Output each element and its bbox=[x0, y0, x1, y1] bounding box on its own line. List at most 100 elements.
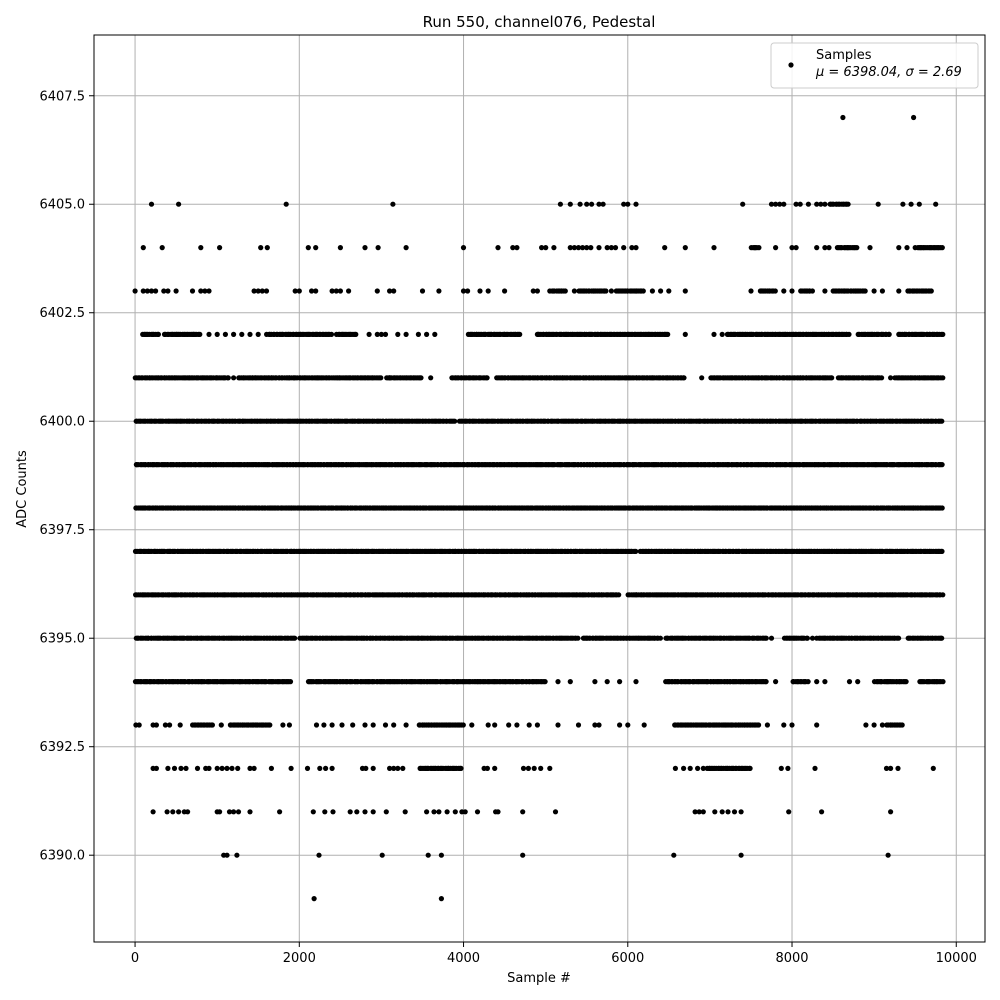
data-point bbox=[672, 765, 679, 772]
data-point bbox=[329, 722, 335, 728]
data-point bbox=[603, 288, 609, 294]
data-point bbox=[575, 635, 581, 641]
data-point bbox=[725, 809, 731, 815]
data-point bbox=[469, 722, 475, 728]
data-point bbox=[756, 722, 762, 728]
data-point bbox=[681, 765, 687, 772]
data-point bbox=[189, 288, 196, 294]
data-point bbox=[633, 679, 639, 685]
data-point bbox=[809, 635, 816, 641]
data-point bbox=[251, 288, 257, 294]
data-point bbox=[458, 765, 464, 772]
data-point bbox=[531, 765, 537, 772]
data-point bbox=[153, 722, 159, 728]
data-point bbox=[277, 809, 283, 815]
data-point bbox=[862, 288, 868, 294]
data-point bbox=[432, 331, 438, 337]
data-point bbox=[438, 896, 444, 902]
data-point bbox=[362, 722, 368, 728]
data-point bbox=[395, 331, 401, 337]
data-point bbox=[311, 896, 317, 902]
data-point bbox=[177, 722, 183, 728]
data-point bbox=[665, 331, 671, 337]
data-point bbox=[234, 852, 240, 858]
data-point bbox=[222, 331, 228, 337]
data-point bbox=[640, 288, 646, 294]
data-point bbox=[871, 722, 877, 728]
data-point bbox=[363, 765, 369, 772]
data-point bbox=[198, 288, 204, 294]
data-point bbox=[930, 765, 936, 772]
data-point bbox=[235, 765, 241, 772]
data-point bbox=[155, 331, 161, 337]
data-point bbox=[444, 809, 450, 815]
data-point bbox=[391, 722, 397, 728]
data-point bbox=[555, 679, 561, 685]
data-point bbox=[879, 375, 885, 381]
data-point bbox=[719, 331, 725, 337]
data-point bbox=[699, 375, 705, 381]
data-point bbox=[288, 765, 294, 772]
data-point bbox=[387, 765, 393, 772]
data-point bbox=[781, 722, 787, 728]
data-point bbox=[267, 722, 273, 728]
data-point bbox=[863, 722, 869, 728]
data-point bbox=[235, 809, 242, 815]
data-point bbox=[888, 809, 894, 815]
data-point bbox=[339, 722, 345, 728]
data-point bbox=[164, 809, 170, 815]
data-point bbox=[534, 722, 541, 728]
data-point bbox=[896, 331, 902, 337]
data-point bbox=[214, 331, 220, 337]
data-point bbox=[888, 765, 894, 772]
data-point bbox=[903, 679, 909, 685]
data-point bbox=[366, 331, 372, 337]
data-point bbox=[768, 635, 775, 641]
data-point bbox=[805, 679, 811, 685]
data-point bbox=[206, 331, 212, 337]
data-point bbox=[370, 765, 376, 772]
data-point bbox=[402, 809, 408, 815]
data-point bbox=[425, 852, 431, 858]
data-point bbox=[517, 331, 523, 337]
data-point bbox=[474, 809, 481, 815]
data-point bbox=[584, 635, 590, 641]
data-point bbox=[681, 375, 687, 381]
data-point bbox=[555, 722, 561, 728]
data-point bbox=[224, 765, 230, 772]
data-point bbox=[738, 852, 744, 858]
data-point bbox=[682, 331, 688, 337]
chart-title: Run 550, channel076, Pedestal bbox=[423, 13, 656, 31]
data-point bbox=[418, 375, 424, 381]
data-point bbox=[814, 679, 820, 685]
data-point bbox=[310, 809, 316, 815]
data-point bbox=[939, 505, 945, 511]
data-point bbox=[185, 809, 191, 815]
data-point bbox=[424, 809, 430, 815]
data-point bbox=[197, 331, 203, 337]
data-point bbox=[899, 722, 905, 728]
data-point bbox=[313, 722, 320, 728]
data-point bbox=[592, 722, 598, 728]
data-point bbox=[514, 722, 520, 728]
data-point bbox=[520, 809, 526, 815]
data-point bbox=[687, 765, 693, 772]
data-point bbox=[400, 765, 406, 772]
data-point bbox=[625, 722, 631, 728]
data-point bbox=[280, 722, 286, 728]
data-point bbox=[525, 765, 532, 772]
data-point bbox=[247, 765, 253, 772]
data-point bbox=[883, 765, 890, 772]
data-point bbox=[809, 288, 816, 294]
data-point bbox=[778, 765, 784, 772]
data-point bbox=[846, 331, 852, 337]
data-point bbox=[462, 809, 468, 815]
data-point bbox=[886, 331, 892, 337]
data-point bbox=[855, 679, 861, 685]
data-point bbox=[939, 462, 945, 468]
data-point bbox=[939, 635, 945, 641]
data-point bbox=[495, 809, 501, 815]
data-point bbox=[484, 375, 490, 381]
data-point bbox=[362, 809, 368, 815]
